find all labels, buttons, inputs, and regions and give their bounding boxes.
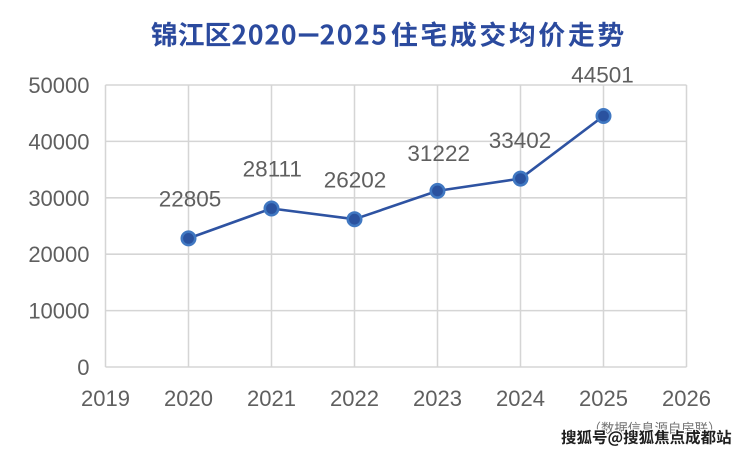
svg-text:20000: 20000 — [28, 242, 89, 267]
svg-text:31222: 31222 — [407, 141, 470, 166]
svg-text:2020: 2020 — [164, 386, 213, 411]
svg-text:22805: 22805 — [159, 187, 222, 212]
svg-text:26202: 26202 — [324, 168, 387, 193]
svg-text:28111: 28111 — [243, 156, 302, 181]
svg-text:10000: 10000 — [28, 299, 89, 324]
svg-text:2022: 2022 — [330, 386, 379, 411]
svg-text:2021: 2021 — [247, 386, 296, 411]
svg-text:44501: 44501 — [571, 63, 634, 88]
svg-text:0: 0 — [77, 355, 89, 380]
svg-text:50000: 50000 — [28, 73, 89, 98]
svg-text:2025: 2025 — [579, 386, 628, 411]
svg-text:2019: 2019 — [81, 386, 130, 411]
svg-text:2024: 2024 — [496, 386, 545, 411]
svg-text:40000: 40000 — [28, 129, 89, 154]
svg-text:2026: 2026 — [662, 386, 711, 411]
svg-text:33402: 33402 — [489, 128, 552, 153]
svg-text:30000: 30000 — [28, 186, 89, 211]
svg-text:2023: 2023 — [413, 386, 462, 411]
